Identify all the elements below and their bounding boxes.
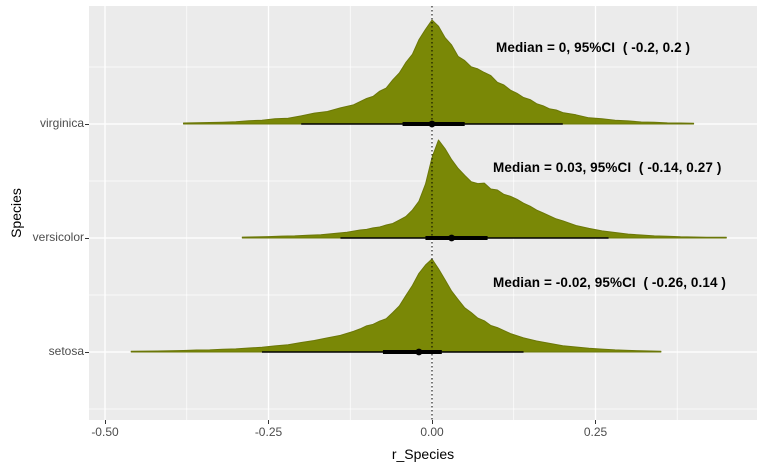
- x-tick-label: -0.25: [254, 425, 283, 439]
- median-point-setosa: [415, 348, 423, 356]
- y-tick-mark: [85, 351, 89, 353]
- density-setosa: [130, 258, 662, 353]
- y-tick-label-versicolor: versicolor: [32, 230, 84, 244]
- density-plot-svg: [89, 6, 757, 420]
- annotation-setosa: Median = -0.02, 95%CI ( -0.26, 0.14 ): [493, 275, 727, 290]
- x-tick-label: 0.25: [583, 425, 608, 439]
- x-tick-label: 0.00: [420, 425, 444, 439]
- y-tick-mark: [85, 237, 89, 239]
- y-tick-label-setosa: setosa: [48, 344, 84, 358]
- y-tick-label-virginica: virginica: [39, 116, 84, 130]
- y-tick-mark: [85, 123, 89, 125]
- annotation-versicolor: Median = 0.03, 95%CI ( -0.14, 0.27 ): [493, 160, 722, 175]
- x-axis-title: r_Species: [391, 446, 455, 462]
- x-tick-mark: [431, 420, 433, 424]
- density-versicolor: [241, 139, 727, 239]
- x-tick-label: -0.50: [91, 425, 119, 439]
- x-tick-mark: [104, 420, 106, 424]
- x-tick-mark: [595, 420, 596, 424]
- x-tick-mark: [268, 420, 269, 424]
- plot-panel: Median = 0, 95%CI ( -0.2, 0.2 ) Median =…: [89, 6, 757, 420]
- median-point-virginica: [428, 120, 436, 128]
- density-virginica: [183, 19, 695, 125]
- median-point-versicolor: [448, 234, 456, 242]
- annotation-virginica: Median = 0, 95%CI ( -0.2, 0.2 ): [496, 40, 691, 55]
